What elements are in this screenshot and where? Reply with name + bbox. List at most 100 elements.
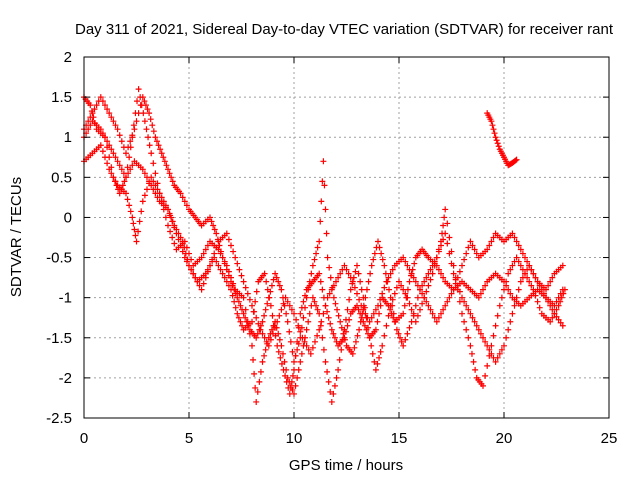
data-point bbox=[347, 274, 354, 281]
x-tick-label: 5 bbox=[185, 430, 193, 447]
data-point bbox=[244, 290, 251, 297]
data-point bbox=[188, 256, 195, 263]
data-point bbox=[528, 266, 535, 273]
data-point bbox=[465, 306, 472, 313]
data-point bbox=[171, 240, 178, 247]
data-point bbox=[513, 254, 520, 261]
data-point bbox=[165, 222, 171, 229]
data-point bbox=[144, 174, 150, 181]
data-point bbox=[204, 242, 211, 249]
y-tick-label: 0.5 bbox=[51, 169, 72, 186]
data-point bbox=[121, 178, 128, 185]
data-point bbox=[114, 158, 121, 165]
data-point bbox=[251, 370, 258, 377]
data-point bbox=[213, 230, 220, 237]
data-point bbox=[252, 298, 259, 305]
data-point bbox=[326, 290, 333, 297]
data-point bbox=[303, 342, 310, 349]
data-point bbox=[398, 338, 405, 345]
data-point bbox=[468, 350, 475, 357]
data-point bbox=[267, 288, 274, 295]
data-point bbox=[232, 254, 239, 261]
data-point bbox=[547, 318, 554, 325]
data-point bbox=[421, 278, 428, 285]
data-point bbox=[391, 290, 398, 297]
data-point bbox=[324, 308, 331, 315]
data-point bbox=[393, 326, 400, 333]
data-point bbox=[137, 102, 144, 109]
y-tick-label: 1 bbox=[64, 129, 72, 146]
data-point bbox=[553, 306, 560, 313]
data-point bbox=[141, 192, 148, 199]
data-point bbox=[289, 372, 296, 379]
data-point bbox=[141, 98, 148, 105]
data-point bbox=[223, 230, 230, 237]
data-point bbox=[410, 274, 417, 281]
data-point bbox=[366, 334, 373, 341]
data-point bbox=[365, 324, 372, 331]
data-point bbox=[383, 322, 390, 329]
data-point bbox=[513, 294, 520, 301]
data-point bbox=[372, 366, 379, 373]
data-point bbox=[425, 302, 432, 309]
data-point bbox=[215, 262, 222, 269]
data-point bbox=[446, 294, 453, 301]
data-point bbox=[145, 134, 152, 141]
data-point bbox=[223, 262, 230, 269]
data-point bbox=[125, 170, 132, 177]
data-point bbox=[456, 298, 463, 305]
data-point bbox=[240, 278, 247, 285]
data-point bbox=[515, 258, 522, 265]
data-point bbox=[242, 284, 249, 291]
data-point bbox=[217, 250, 224, 257]
data-point bbox=[116, 132, 123, 139]
data-point bbox=[341, 262, 348, 269]
data-point bbox=[444, 220, 451, 227]
data-point bbox=[459, 262, 465, 269]
data-point bbox=[358, 302, 365, 309]
data-point bbox=[473, 250, 480, 257]
data-point bbox=[369, 350, 376, 357]
data-point bbox=[389, 266, 396, 273]
data-point bbox=[440, 306, 447, 313]
data-point bbox=[461, 318, 468, 325]
data-point bbox=[168, 174, 175, 181]
data-point bbox=[99, 148, 106, 155]
data-point bbox=[459, 310, 465, 317]
y-axis-label: SDTVAR / TECUs bbox=[8, 177, 25, 297]
data-point bbox=[177, 242, 184, 249]
data-point bbox=[327, 320, 334, 327]
data-point bbox=[125, 144, 132, 151]
data-point bbox=[314, 332, 321, 339]
data-point bbox=[272, 324, 279, 331]
data-point bbox=[204, 268, 211, 275]
data-point bbox=[526, 262, 533, 269]
data-point bbox=[484, 246, 491, 253]
data-point bbox=[192, 274, 199, 281]
data-point bbox=[282, 294, 289, 301]
data-point bbox=[200, 250, 207, 257]
data-point bbox=[377, 348, 384, 355]
data-point bbox=[376, 244, 383, 251]
data-point bbox=[263, 338, 270, 345]
data-point bbox=[330, 330, 337, 337]
data-point bbox=[342, 316, 349, 323]
data-point bbox=[167, 212, 174, 219]
data-point bbox=[522, 254, 528, 261]
data-point bbox=[524, 274, 531, 281]
data-point bbox=[365, 278, 372, 285]
data-point bbox=[129, 162, 136, 169]
data-point bbox=[280, 300, 287, 307]
data-point bbox=[139, 198, 146, 205]
data-point bbox=[259, 318, 266, 325]
data-point bbox=[314, 306, 321, 313]
data-point bbox=[495, 143, 502, 150]
y-tick-label: -1.5 bbox=[46, 330, 72, 347]
data-point bbox=[494, 140, 501, 147]
data-point bbox=[283, 366, 290, 373]
data-point bbox=[87, 122, 94, 129]
data-point bbox=[333, 278, 339, 285]
data-point bbox=[179, 194, 186, 201]
data-point bbox=[112, 154, 119, 161]
data-point bbox=[112, 178, 119, 185]
